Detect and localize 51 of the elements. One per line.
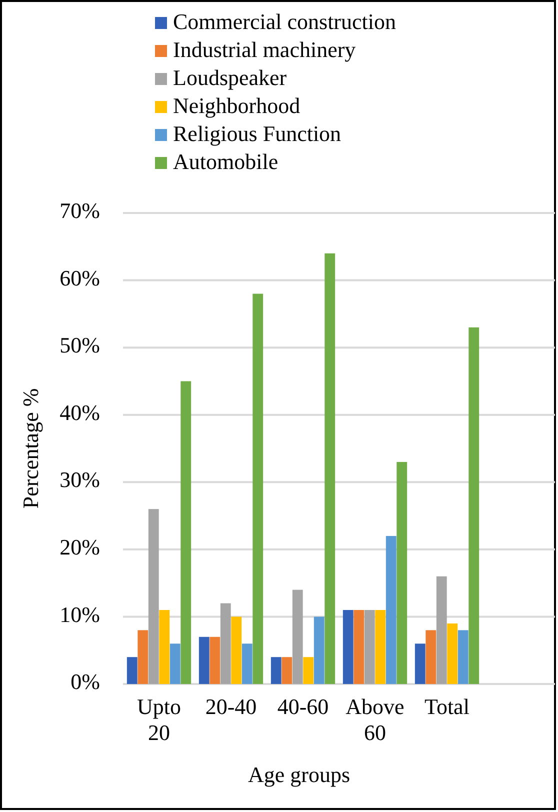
bar <box>426 630 436 684</box>
bar <box>180 381 192 684</box>
bar <box>458 630 468 684</box>
bar <box>468 327 480 684</box>
bar <box>375 610 386 684</box>
y-tick-label: 20% <box>60 534 100 560</box>
y-tick-label: 30% <box>60 467 100 492</box>
bar <box>386 536 396 684</box>
bar <box>270 657 282 684</box>
bar <box>314 616 324 684</box>
x-tick-label: Upto 20 <box>137 694 181 745</box>
legend-label: Neighborhood <box>173 93 300 118</box>
x-axis-title: Age groups <box>248 762 350 787</box>
bar <box>220 603 231 684</box>
x-tick-label: 20-40 <box>205 694 257 719</box>
legend-label: Loudspeaker <box>173 65 288 90</box>
y-tick-label: 10% <box>60 602 100 627</box>
y-tick-label: 60% <box>60 265 100 290</box>
y-axis-title: Percentage % <box>18 388 43 509</box>
bar <box>198 636 210 684</box>
bar <box>138 630 148 684</box>
bar <box>159 610 170 684</box>
bar <box>282 657 292 684</box>
bar <box>342 610 354 684</box>
y-tick-label: 50% <box>60 332 100 358</box>
bar <box>170 644 180 684</box>
bar <box>414 644 426 684</box>
bar <box>303 657 314 684</box>
y-tick-label: 0% <box>70 669 100 694</box>
bar <box>231 616 242 684</box>
y-tick-label: 70% <box>60 198 100 224</box>
bar <box>210 636 220 684</box>
bar <box>324 253 336 684</box>
y-tick-label: 40% <box>60 400 100 425</box>
x-tick-label: 40-60 <box>277 694 329 719</box>
x-tick-label: Above 60 <box>346 694 404 745</box>
bar <box>292 590 303 684</box>
legend-label: Commercial construction <box>173 9 396 34</box>
bar <box>364 610 375 684</box>
legend-label: Religious Function <box>173 121 342 146</box>
bar <box>436 576 447 684</box>
bar <box>242 644 252 684</box>
legend-label: Automobile <box>173 149 278 174</box>
legend-label: Industrial machinery <box>173 37 356 62</box>
bar <box>252 294 264 684</box>
bar <box>126 657 138 684</box>
bar <box>354 610 364 684</box>
bar <box>396 462 408 684</box>
bar <box>447 623 458 684</box>
bar <box>148 509 159 684</box>
x-tick-label: Total <box>424 694 470 719</box>
